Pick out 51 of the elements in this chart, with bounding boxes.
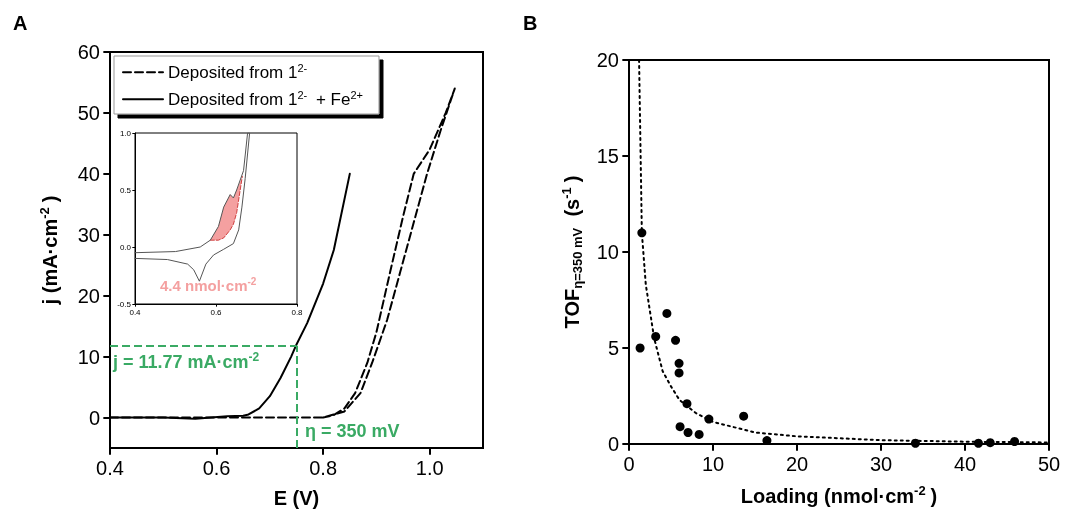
x-tick-label: 1.0 [415,457,444,479]
y-tick-label: 1.0 [119,128,132,138]
x-tick-label: 0.8 [309,457,338,479]
point [671,335,681,345]
chart-title: A [13,12,28,34]
y-tick-label: 0 [88,406,100,429]
point [662,308,672,318]
y-tick-label: 0.5 [119,185,132,195]
y-axis-title: j (mA·cm-2) [37,195,61,306]
point [694,429,704,439]
y-tick-label: 0.0 [119,242,132,252]
y-tick-label: 10 [596,241,619,263]
point [635,343,645,353]
y-tick-label: -0.5 [117,299,132,309]
point [973,438,983,448]
annotation: η = 350 mV [305,421,400,441]
y-tick-label: 5 [607,337,619,359]
point [910,438,920,448]
x-axis-title: E (V) [273,487,320,509]
y-tick-label: 15 [596,145,619,167]
x-tick-label: 0.6 [210,307,223,317]
point [683,427,693,437]
point [704,414,714,424]
x-tick-label: 0.4 [96,457,124,479]
y-tick-label: 20 [596,49,619,71]
point [739,411,749,421]
y-tick-label: 60 [77,41,100,63]
y-tick-label: 40 [77,162,100,185]
x-tick-label: 10 [701,453,725,475]
point [675,422,685,432]
point [1010,437,1020,446]
y-tick-label: 0 [607,433,619,455]
x-tick-label: 40 [953,453,977,475]
point [985,438,995,448]
x-tick-label: 50 [1037,453,1061,475]
x-tick-label: 0.8 [291,307,304,317]
point [637,228,647,238]
x-tick-label: 0.6 [202,457,231,479]
point [651,331,661,341]
chart-title: B [523,12,538,34]
x-tick-label: 20 [785,453,809,475]
y-tick-label: 10 [77,345,100,368]
y-axis-title: TOFη=350 mV (s-1) [559,175,585,329]
x-tick-label: 0.4 [129,307,142,317]
y-tick-label: 50 [77,101,100,124]
y-tick-label: 30 [77,223,100,246]
point [674,358,684,368]
point [682,399,692,409]
x-tick-label: 0 [623,453,635,475]
point [674,368,684,378]
x-tick-label: 30 [869,453,893,475]
